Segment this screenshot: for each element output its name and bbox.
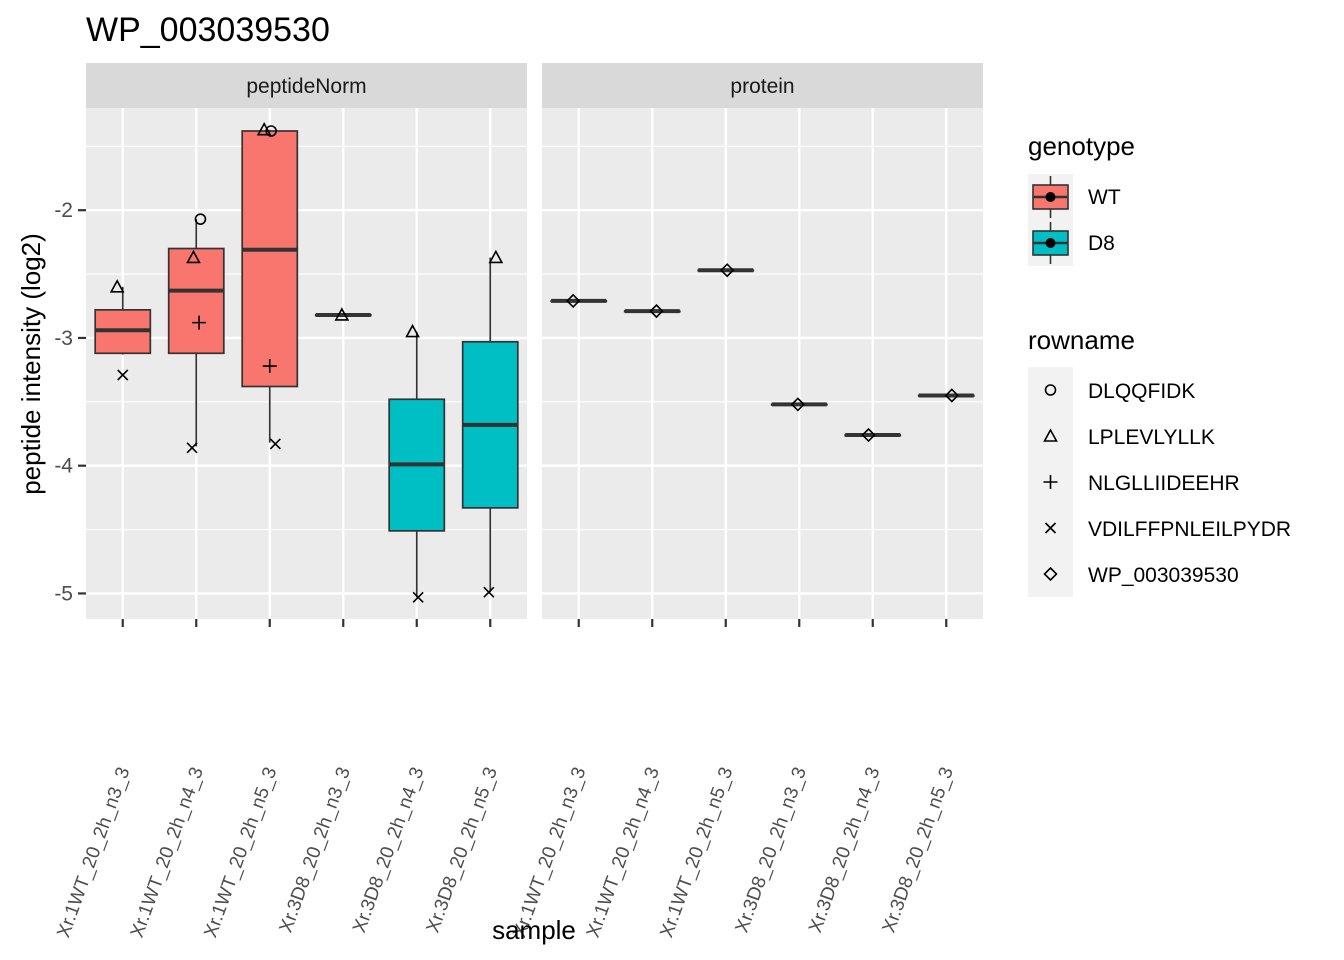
point-WP_003039530 (566, 293, 581, 309)
x-axis-title: sample (492, 915, 576, 945)
point-WP_003039530 (944, 388, 959, 403)
x-tick-label: Xr.1WT_20_2h_n4_3 (127, 765, 208, 941)
legend-label: NLGLLIIDEEHR (1088, 472, 1240, 495)
x-tick-label: Xr.1WT_20_2h_n5_3 (656, 765, 737, 941)
box-Xr.1WT_20_2h_n4_3 (623, 303, 681, 319)
legend-item-DLQQFIDK: DLQQFIDK (1044, 380, 1195, 403)
box-Xr.3D8_20_2h_n3_3 (314, 307, 372, 321)
point-WP_003039530 (861, 427, 876, 443)
x-tick-label: Xr.1WT_20_2h_n3_3 (53, 765, 134, 941)
y-tick-label: -3 (54, 327, 73, 350)
point-VDILFFPNLEILPYDR (186, 442, 198, 454)
legend-key-point (1045, 238, 1056, 248)
box-Xr.1WT_20_2h_n3_3 (94, 279, 152, 381)
point-LPLEVLYLLK (109, 279, 125, 293)
legend-shape-triangle-icon (1043, 428, 1058, 442)
x-tick-label: Xr.3D8_20_2h_n4_3 (805, 765, 884, 936)
legend-label: WP_003039530 (1088, 564, 1239, 587)
point-NLGLLIIDEEHR (192, 315, 207, 330)
legend-item-WT: WT (1028, 174, 1121, 220)
legend-label: DLQQFIDK (1088, 380, 1195, 403)
box-Xr.1WT_20_2h_n4_3 (167, 213, 225, 454)
legend-title-rowname: rowname (1028, 325, 1135, 355)
legend-label: D8 (1088, 232, 1115, 255)
y-tick-label: -2 (54, 199, 73, 222)
legend-shape-diamond-icon (1043, 566, 1058, 582)
legend-label: WT (1088, 186, 1121, 209)
legend-shape-plus-icon (1043, 475, 1058, 489)
legend-shape-cross-icon (1044, 522, 1057, 534)
point-VDILFFPNLEILPYDR (412, 591, 424, 603)
legend-title-genotype: genotype (1028, 131, 1135, 161)
x-tick-label: Xr.3D8_20_2h_n4_3 (349, 765, 428, 936)
legend-label: LPLEVLYLLK (1088, 426, 1215, 449)
x-tick-label: Xr.3D8_20_2h_n3_3 (276, 765, 355, 936)
legend-item-LPLEVLYLLK: LPLEVLYLLK (1043, 426, 1215, 449)
chart-title: WP_003039530 (86, 11, 330, 49)
box-Xr.1WT_20_2h_n5_3 (697, 263, 755, 278)
y-tick-label: -4 (54, 455, 73, 478)
x-tick-label: Xr.1WT_20_2h_n4_3 (583, 765, 664, 941)
point-DLQQFIDK (265, 125, 277, 137)
x-tick-label: Xr.3D8_20_2h_n3_3 (732, 765, 811, 936)
panel-background (542, 108, 983, 619)
box-body (241, 130, 299, 388)
point-WP_003039530 (649, 303, 664, 319)
box-Xr.3D8_20_2h_n5_3 (461, 249, 519, 598)
x-tick-label: Xr.3D8_20_2h_n5_3 (879, 765, 958, 936)
box-body (167, 247, 225, 355)
point-VDILFFPNLEILPYDR (117, 369, 129, 381)
facet-strip (86, 63, 527, 108)
y-axis-title: peptide intensity (log2) (16, 233, 46, 495)
legend-item-VDILFFPNLEILPYDR: VDILFFPNLEILPYDR (1044, 518, 1291, 541)
legend-item-NLGLLIIDEEHR: NLGLLIIDEEHR (1043, 472, 1240, 495)
legend-key-point (1045, 192, 1056, 202)
point-VDILFFPNLEILPYDR (483, 586, 495, 598)
facet-panels: peptideNorm -5 -4 -3 -2 protein (54, 63, 983, 627)
point-LPLEVLYLLK (488, 249, 504, 264)
x-tick-label: Xr.1WT_20_2h_n5_3 (200, 765, 281, 941)
legend-label: VDILFFPNLEILPYDR (1088, 518, 1291, 541)
legend-shape-circle-icon (1044, 384, 1057, 396)
legend: genotype WT D8 rowname DLQQFIDK LPLEVLYLLK NLG… (1028, 131, 1291, 597)
facet-label: peptideNorm (246, 75, 366, 98)
box-Xr.3D8_20_2h_n3_3 (770, 397, 828, 412)
facet-panel-protein: protein (542, 63, 983, 627)
box-Xr.3D8_20_2h_n4_3 (388, 323, 446, 603)
box-Xr.1WT_20_2h_n3_3 (550, 293, 608, 309)
facet-panel-peptideNorm: peptideNorm (86, 63, 527, 627)
box-Xr.3D8_20_2h_n4_3 (844, 427, 902, 443)
point-WP_003039530 (790, 397, 805, 412)
x-tick-label: Xr.3D8_20_2h_n5_3 (423, 765, 502, 936)
point-LPLEVLYLLK (186, 249, 201, 264)
legend-item-WP_003039530: WP_003039530 (1043, 564, 1239, 587)
point-LPLEVLYLLK (256, 122, 272, 136)
facet-label: protein (730, 75, 794, 98)
point-LPLEVLYLLK (405, 323, 420, 338)
panel-background (86, 108, 527, 619)
legend-item-D8: D8 (1028, 220, 1115, 266)
point-VDILFFPNLEILPYDR (269, 438, 281, 450)
point-NLGLLIIDEEHR (262, 359, 277, 374)
point-LPLEVLYLLK (334, 307, 350, 321)
y-tick-label: -5 (54, 582, 73, 605)
box-Xr.1WT_20_2h_n5_3 (241, 122, 299, 450)
box-Xr.3D8_20_2h_n5_3 (917, 388, 975, 403)
point-DLQQFIDK (194, 213, 207, 225)
point-WP_003039530 (720, 263, 735, 278)
facet-strip (542, 63, 983, 108)
